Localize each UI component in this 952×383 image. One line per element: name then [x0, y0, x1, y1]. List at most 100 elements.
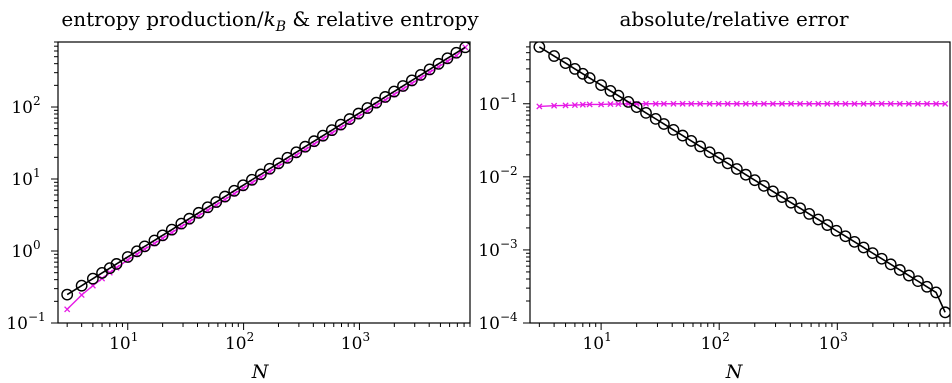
chart-left-point-black [183, 212, 196, 225]
chart-left-point-black [299, 140, 312, 153]
chart-left-point-black [308, 135, 320, 148]
chart-right-point-black [548, 50, 561, 62]
chart-right-point-black [685, 135, 698, 147]
chart-right-point-magenta [914, 100, 921, 107]
chart-left-point-black [334, 118, 347, 131]
chart-right-point-black [857, 241, 870, 254]
chart-right-point-magenta [562, 102, 569, 109]
chart-left: entropy production/kB & relative entropy… [6, 7, 479, 383]
chart-left-point-black [388, 85, 400, 98]
chart-left-point-black [317, 129, 329, 142]
chart-left-point-black [86, 272, 99, 285]
chart-right-point-magenta [887, 100, 894, 107]
chart-left-point-black [121, 251, 134, 263]
chart-right-point-black [776, 191, 788, 203]
chart-right-plot-area [533, 42, 950, 319]
chart-left-point-black [210, 196, 223, 208]
chart-right-point-black [893, 264, 906, 276]
chart-right-point-black [694, 140, 707, 153]
chart-left-point-black [405, 74, 418, 87]
chart-right-point-black [612, 89, 625, 102]
chart-right-ytick-label: 10−4 [478, 310, 518, 334]
chart-left-point-black [379, 91, 392, 103]
chart-left-point-magenta [64, 306, 71, 313]
chart-left-point-black [343, 113, 356, 125]
chart-left-point-black [281, 151, 294, 164]
chart-left-point-black [156, 229, 169, 242]
chart-left-point-black [201, 201, 214, 214]
chart-right-point-magenta [869, 100, 876, 107]
chart-left-series-black-line [66, 46, 466, 296]
chart-right-point-black [875, 252, 888, 265]
chart-right-point-magenta [797, 100, 804, 107]
chart-left-ytick-label: 10−1 [6, 310, 45, 334]
chart-left-point-black [423, 63, 436, 76]
chart-right-point-black [839, 230, 852, 243]
chart-left-point-black [361, 102, 374, 114]
chart-right-point-black [595, 79, 608, 92]
chart-left-xtick-label: 102 [225, 330, 254, 354]
chart-right-point-magenta [586, 101, 593, 108]
chart-left-point-black [138, 240, 151, 253]
chart-left-point-black [370, 96, 383, 109]
chart-right-point-magenta [615, 101, 622, 108]
chart-right-point-black [902, 269, 915, 282]
chart-left-point-black [414, 69, 427, 81]
chart-right-point-black [803, 208, 816, 220]
chart-right-point-black [657, 118, 670, 130]
chart-right-title: absolute/relative error [619, 7, 849, 31]
chart-right-point-magenta [769, 100, 776, 107]
chart-left-point-black [237, 179, 249, 192]
chart-left-point-black [459, 42, 470, 54]
chart-right-point-black [757, 179, 770, 192]
chart-right-point-magenta [625, 100, 632, 107]
chart-right-point-black [748, 174, 761, 187]
chart-left-title: entropy production/kB & relative entropy [61, 7, 479, 35]
chart-right-point-magenta [697, 100, 704, 107]
chart-left-ytick-label: 100 [11, 238, 40, 262]
chart-right-point-magenta [806, 100, 813, 107]
chart-right-point-black [730, 163, 743, 175]
chart-right-point-magenta [851, 100, 858, 107]
chart-right-xlabel: N [725, 361, 744, 383]
chart-right-point-magenta [896, 100, 903, 107]
chart-right-series-black-line [538, 46, 946, 313]
chart-left-ytick-label: 102 [11, 94, 40, 118]
chart-right-point-black [622, 96, 635, 108]
chart-right-point-black [921, 280, 933, 293]
chart-right-xtick-label: 102 [701, 330, 730, 354]
chart-right-point-black [884, 258, 897, 271]
chart-left-point-black [450, 46, 463, 59]
chart-left-point-black [110, 258, 123, 270]
chart-right-point-magenta [824, 100, 831, 107]
chart-right-point-magenta [670, 100, 677, 107]
chart-right-point-black [739, 168, 752, 181]
chart-right-point-magenta [742, 100, 749, 107]
chart-right-point-magenta [878, 100, 885, 107]
chart-right-point-magenta [579, 101, 586, 108]
chart-right-point-black [830, 224, 843, 237]
chart-right-point-magenta [688, 100, 695, 107]
chart-right-point-black [703, 146, 716, 159]
chart-right-point-magenta [598, 101, 605, 108]
chart-right-point-magenta [715, 100, 722, 107]
chart-right-point-black [821, 219, 834, 231]
chart-left-point-magenta [78, 291, 85, 299]
chart-left-point-black [325, 124, 338, 137]
chart-right-point-black [939, 306, 950, 319]
chart-right-point-magenta [760, 100, 767, 107]
chart-right-frame [529, 41, 951, 324]
chart-right-point-magenta [842, 100, 849, 107]
chart-right-point-magenta [751, 100, 758, 107]
chart-right-point-black [630, 101, 643, 114]
chart-left-plot-area [61, 42, 470, 313]
chart-right-point-magenta [652, 100, 659, 107]
chart-right-point-magenta [536, 103, 543, 110]
chart-left-point-black [254, 168, 267, 181]
chart-right-point-black [794, 202, 806, 215]
chart-left-xtick-label: 101 [109, 330, 138, 354]
chart-left-xtick-label: 103 [341, 330, 370, 354]
chart-left-point-black [432, 57, 445, 70]
chart-left-point-black [290, 146, 303, 159]
